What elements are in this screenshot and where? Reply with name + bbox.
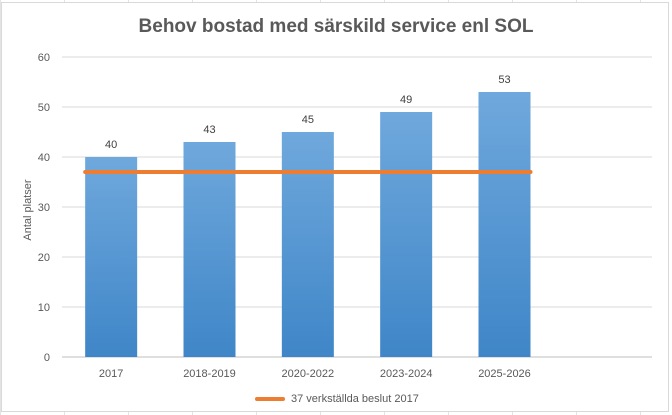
data-label: 53 bbox=[498, 74, 510, 86]
legend-line-swatch bbox=[255, 397, 285, 401]
y-tick-label: 20 bbox=[38, 252, 50, 264]
bar-2018-2019[interactable] bbox=[183, 142, 236, 357]
y-tick-label: 30 bbox=[38, 202, 50, 214]
chart-title: Behov bostad med särskild service enl SO… bbox=[138, 16, 534, 37]
bar-2020-2022[interactable] bbox=[281, 132, 334, 357]
y-tick-label: 10 bbox=[38, 302, 50, 314]
data-label: 45 bbox=[302, 114, 314, 126]
gridlines bbox=[62, 56, 652, 358]
x-tick-label: 2017 bbox=[99, 368, 123, 380]
data-label: 40 bbox=[105, 139, 117, 151]
y-tick-label: 40 bbox=[38, 152, 50, 164]
legend[interactable]: 37 verkställda beslut 2017 bbox=[255, 393, 419, 405]
data-label: 49 bbox=[400, 94, 412, 106]
legend-label: 37 verkställda beslut 2017 bbox=[291, 393, 419, 405]
data-labels: 40 43 45 49 53 bbox=[105, 74, 511, 151]
bars bbox=[85, 92, 531, 357]
y-tick-label: 0 bbox=[44, 352, 50, 364]
bar-2023-2024[interactable] bbox=[380, 112, 433, 357]
bar-2025-2026[interactable] bbox=[478, 92, 531, 357]
x-tick-label: 2018-2019 bbox=[183, 368, 236, 380]
y-tick-label: 60 bbox=[38, 52, 50, 64]
y-axis-label: Antal platser bbox=[22, 179, 34, 240]
axes: 0 10 20 30 40 50 60 2017 2018-2019 2020-2022 2023-… bbox=[38, 52, 531, 380]
x-tick-label: 2023-2024 bbox=[380, 368, 433, 380]
x-tick-label: 2025-2026 bbox=[478, 368, 531, 380]
data-label: 43 bbox=[203, 124, 215, 136]
y-tick-label: 50 bbox=[38, 102, 50, 114]
bar-2017[interactable] bbox=[85, 157, 138, 357]
x-tick-label: 2020-2022 bbox=[282, 368, 335, 380]
